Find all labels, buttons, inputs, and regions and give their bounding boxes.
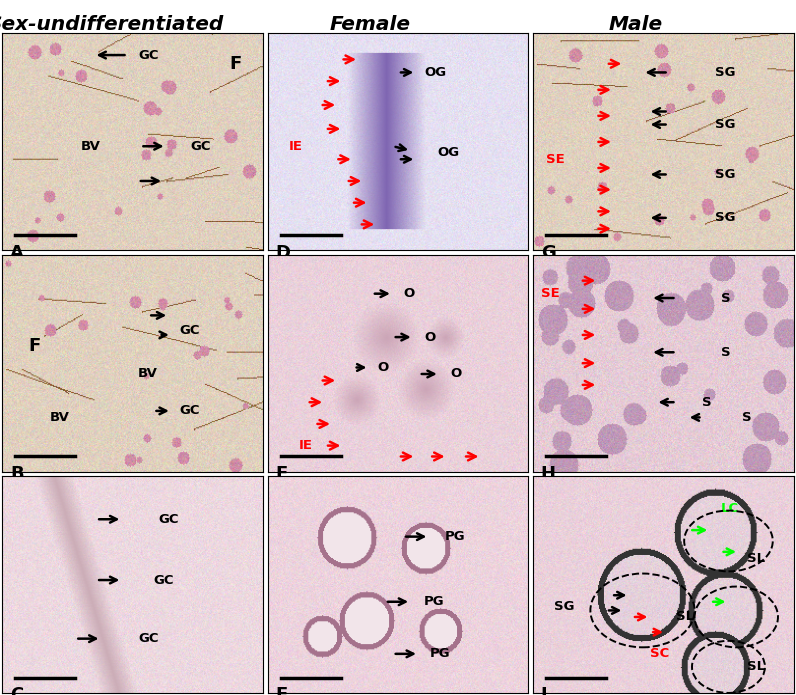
Text: H: H	[540, 465, 556, 483]
Text: SG: SG	[716, 118, 736, 131]
Text: GC: GC	[180, 324, 200, 337]
Text: O: O	[424, 331, 435, 343]
Text: SL: SL	[677, 610, 694, 623]
Text: A: A	[10, 244, 24, 262]
Text: LC: LC	[720, 502, 739, 515]
Text: SC: SC	[650, 647, 669, 660]
Text: E: E	[275, 465, 288, 483]
Text: Sex-undifferentiated: Sex-undifferentiated	[0, 15, 224, 34]
Text: BV: BV	[80, 140, 100, 153]
Text: D: D	[275, 244, 291, 262]
Text: PG: PG	[445, 530, 466, 543]
Text: SG: SG	[554, 600, 575, 612]
Text: SG: SG	[716, 211, 736, 224]
Text: S: S	[742, 411, 751, 424]
Text: B: B	[10, 465, 24, 483]
Text: S: S	[702, 395, 712, 409]
Text: GC: GC	[154, 573, 174, 587]
Text: O: O	[377, 361, 388, 374]
Text: O: O	[404, 287, 415, 300]
Text: C: C	[10, 687, 23, 695]
Text: BV: BV	[138, 368, 158, 380]
Text: Male: Male	[608, 15, 662, 34]
Text: SL: SL	[747, 660, 765, 673]
Text: SG: SG	[716, 168, 736, 181]
Text: OG: OG	[437, 146, 459, 159]
Text: S: S	[720, 346, 730, 359]
Text: GC: GC	[158, 513, 179, 525]
Text: IE: IE	[289, 140, 302, 153]
Text: F: F	[29, 337, 41, 355]
Text: F: F	[229, 55, 241, 73]
Text: BV: BV	[49, 411, 69, 424]
Text: G: G	[540, 244, 556, 262]
Text: GC: GC	[138, 49, 158, 62]
Text: S: S	[720, 291, 730, 304]
Text: PG: PG	[424, 595, 445, 608]
Text: PG: PG	[429, 647, 450, 660]
Text: I: I	[540, 687, 548, 695]
Text: F: F	[275, 687, 288, 695]
Text: IE: IE	[299, 439, 313, 452]
Text: O: O	[450, 368, 462, 380]
Text: GC: GC	[138, 632, 158, 645]
Text: OG: OG	[424, 66, 447, 79]
Text: SE: SE	[540, 287, 560, 300]
Text: SL: SL	[747, 552, 765, 565]
Text: GC: GC	[190, 140, 210, 153]
Text: GC: GC	[180, 404, 200, 418]
Text: SE: SE	[546, 153, 565, 166]
Text: SG: SG	[716, 66, 736, 79]
Text: Female: Female	[330, 15, 411, 34]
